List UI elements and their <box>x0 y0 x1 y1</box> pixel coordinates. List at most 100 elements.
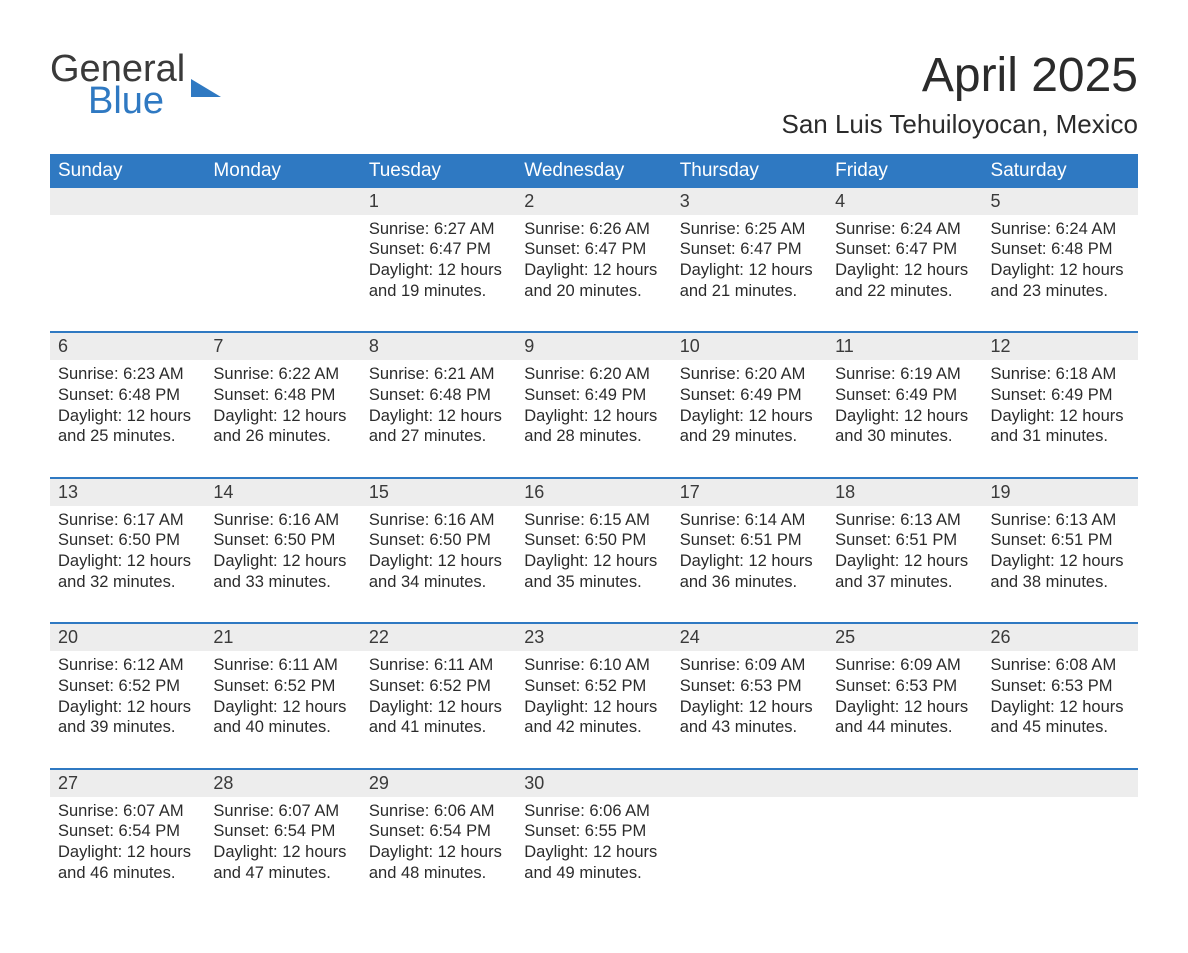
day-number: 9 <box>516 333 671 360</box>
day-number: 4 <box>827 188 982 215</box>
sunrise-text: Sunrise: 6:07 AM <box>213 801 352 822</box>
daylight-text: Daylight: 12 hours and 49 minutes. <box>524 842 663 883</box>
day-body: Sunrise: 6:21 AMSunset: 6:48 PMDaylight:… <box>361 360 516 477</box>
day-number: 28 <box>205 770 360 797</box>
day-number: 12 <box>983 333 1138 360</box>
sunset-text: Sunset: 6:48 PM <box>58 385 197 406</box>
day-body <box>50 215 205 315</box>
calendar-week-row: 13Sunrise: 6:17 AMSunset: 6:50 PMDayligh… <box>50 478 1138 624</box>
day-body: Sunrise: 6:06 AMSunset: 6:54 PMDaylight:… <box>361 797 516 914</box>
calendar-day-cell <box>983 769 1138 914</box>
day-number <box>50 188 205 215</box>
calendar-day-cell <box>827 769 982 914</box>
calendar-day-cell: 26Sunrise: 6:08 AMSunset: 6:53 PMDayligh… <box>983 623 1138 769</box>
calendar-day-cell: 2Sunrise: 6:26 AMSunset: 6:47 PMDaylight… <box>516 188 671 333</box>
day-number: 13 <box>50 479 205 506</box>
sunset-text: Sunset: 6:47 PM <box>835 239 974 260</box>
daylight-text: Daylight: 12 hours and 36 minutes. <box>680 551 819 592</box>
sunset-text: Sunset: 6:47 PM <box>369 239 508 260</box>
day-body: Sunrise: 6:11 AMSunset: 6:52 PMDaylight:… <box>205 651 360 768</box>
sunset-text: Sunset: 6:54 PM <box>369 821 508 842</box>
day-number: 14 <box>205 479 360 506</box>
sunset-text: Sunset: 6:52 PM <box>524 676 663 697</box>
calendar-day-cell: 6Sunrise: 6:23 AMSunset: 6:48 PMDaylight… <box>50 332 205 478</box>
day-body: Sunrise: 6:08 AMSunset: 6:53 PMDaylight:… <box>983 651 1138 768</box>
sunrise-text: Sunrise: 6:20 AM <box>524 364 663 385</box>
sunrise-text: Sunrise: 6:13 AM <box>991 510 1130 531</box>
calendar-day-cell: 22Sunrise: 6:11 AMSunset: 6:52 PMDayligh… <box>361 623 516 769</box>
daylight-text: Daylight: 12 hours and 43 minutes. <box>680 697 819 738</box>
sunrise-text: Sunrise: 6:16 AM <box>213 510 352 531</box>
weekday-header-row: Sunday Monday Tuesday Wednesday Thursday… <box>50 154 1138 188</box>
day-body: Sunrise: 6:20 AMSunset: 6:49 PMDaylight:… <box>516 360 671 477</box>
daylight-text: Daylight: 12 hours and 34 minutes. <box>369 551 508 592</box>
day-body: Sunrise: 6:25 AMSunset: 6:47 PMDaylight:… <box>672 215 827 332</box>
sunset-text: Sunset: 6:53 PM <box>835 676 974 697</box>
calendar-day-cell: 21Sunrise: 6:11 AMSunset: 6:52 PMDayligh… <box>205 623 360 769</box>
daylight-text: Daylight: 12 hours and 33 minutes. <box>213 551 352 592</box>
day-number: 22 <box>361 624 516 651</box>
daylight-text: Daylight: 12 hours and 21 minutes. <box>680 260 819 301</box>
day-number: 20 <box>50 624 205 651</box>
month-title: April 2025 <box>781 50 1138 103</box>
calendar-day-cell: 11Sunrise: 6:19 AMSunset: 6:49 PMDayligh… <box>827 332 982 478</box>
sunrise-text: Sunrise: 6:26 AM <box>524 219 663 240</box>
sunrise-text: Sunrise: 6:13 AM <box>835 510 974 531</box>
sunrise-text: Sunrise: 6:12 AM <box>58 655 197 676</box>
day-number: 27 <box>50 770 205 797</box>
day-number: 21 <box>205 624 360 651</box>
day-body: Sunrise: 6:16 AMSunset: 6:50 PMDaylight:… <box>205 506 360 623</box>
sunset-text: Sunset: 6:50 PM <box>58 530 197 551</box>
sunrise-text: Sunrise: 6:09 AM <box>680 655 819 676</box>
sunset-text: Sunset: 6:47 PM <box>680 239 819 260</box>
weekday-header: Friday <box>827 154 982 188</box>
day-body: Sunrise: 6:07 AMSunset: 6:54 PMDaylight:… <box>205 797 360 914</box>
sunset-text: Sunset: 6:50 PM <box>524 530 663 551</box>
calendar-week-row: 20Sunrise: 6:12 AMSunset: 6:52 PMDayligh… <box>50 623 1138 769</box>
day-body: Sunrise: 6:27 AMSunset: 6:47 PMDaylight:… <box>361 215 516 332</box>
sunset-text: Sunset: 6:48 PM <box>369 385 508 406</box>
day-number: 5 <box>983 188 1138 215</box>
day-number: 10 <box>672 333 827 360</box>
calendar-week-row: 1Sunrise: 6:27 AMSunset: 6:47 PMDaylight… <box>50 188 1138 333</box>
daylight-text: Daylight: 12 hours and 20 minutes. <box>524 260 663 301</box>
sunrise-text: Sunrise: 6:11 AM <box>213 655 352 676</box>
calendar-week-row: 27Sunrise: 6:07 AMSunset: 6:54 PMDayligh… <box>50 769 1138 914</box>
calendar-day-cell: 24Sunrise: 6:09 AMSunset: 6:53 PMDayligh… <box>672 623 827 769</box>
sunset-text: Sunset: 6:50 PM <box>213 530 352 551</box>
sunrise-text: Sunrise: 6:24 AM <box>991 219 1130 240</box>
day-number: 23 <box>516 624 671 651</box>
day-body <box>672 797 827 897</box>
day-number: 15 <box>361 479 516 506</box>
calendar-day-cell: 23 Sunrise: 6:10 AMSunset: 6:52 PMDayligh… <box>516 623 671 769</box>
calendar-day-cell: 9Sunrise: 6:20 AMSunset: 6:49 PMDaylight… <box>516 332 671 478</box>
day-number <box>672 770 827 797</box>
day-body: Sunrise: 6:17 AMSunset: 6:50 PMDaylight:… <box>50 506 205 623</box>
day-body: Sunrise: 6:15 AMSunset: 6:50 PMDaylight:… <box>516 506 671 623</box>
daylight-text: Daylight: 12 hours and 22 minutes. <box>835 260 974 301</box>
day-number: 29 <box>361 770 516 797</box>
calendar-day-cell: 25Sunrise: 6:09 AMSunset: 6:53 PMDayligh… <box>827 623 982 769</box>
calendar-day-cell: 27Sunrise: 6:07 AMSunset: 6:54 PMDayligh… <box>50 769 205 914</box>
calendar-day-cell: 7Sunrise: 6:22 AMSunset: 6:48 PMDaylight… <box>205 332 360 478</box>
calendar-page: General Blue April 2025 San Luis Tehuilo… <box>0 0 1188 953</box>
day-number: 30 <box>516 770 671 797</box>
day-body: Sunrise: 6:24 AMSunset: 6:48 PMDaylight:… <box>983 215 1138 332</box>
calendar-week-row: 6Sunrise: 6:23 AMSunset: 6:48 PMDaylight… <box>50 332 1138 478</box>
sunrise-text: Sunrise: 6:10 AM <box>524 655 663 676</box>
day-body: Sunrise: 6:12 AMSunset: 6:52 PMDaylight:… <box>50 651 205 768</box>
day-number: 11 <box>827 333 982 360</box>
day-body: Sunrise: 6:22 AMSunset: 6:48 PMDaylight:… <box>205 360 360 477</box>
day-body: Sunrise: 6:26 AMSunset: 6:47 PMDaylight:… <box>516 215 671 332</box>
daylight-text: Daylight: 12 hours and 19 minutes. <box>369 260 508 301</box>
daylight-text: Daylight: 12 hours and 42 minutes. <box>524 697 663 738</box>
daylight-text: Daylight: 12 hours and 45 minutes. <box>991 697 1130 738</box>
calendar-day-cell: 29Sunrise: 6:06 AMSunset: 6:54 PMDayligh… <box>361 769 516 914</box>
sunset-text: Sunset: 6:49 PM <box>835 385 974 406</box>
sunset-text: Sunset: 6:49 PM <box>991 385 1130 406</box>
sunrise-text: Sunrise: 6:06 AM <box>524 801 663 822</box>
calendar-day-cell: 19Sunrise: 6:13 AMSunset: 6:51 PMDayligh… <box>983 478 1138 624</box>
sunrise-text: Sunrise: 6:25 AM <box>680 219 819 240</box>
day-number: 3 <box>672 188 827 215</box>
day-body: Sunrise: 6:13 AMSunset: 6:51 PMDaylight:… <box>983 506 1138 623</box>
